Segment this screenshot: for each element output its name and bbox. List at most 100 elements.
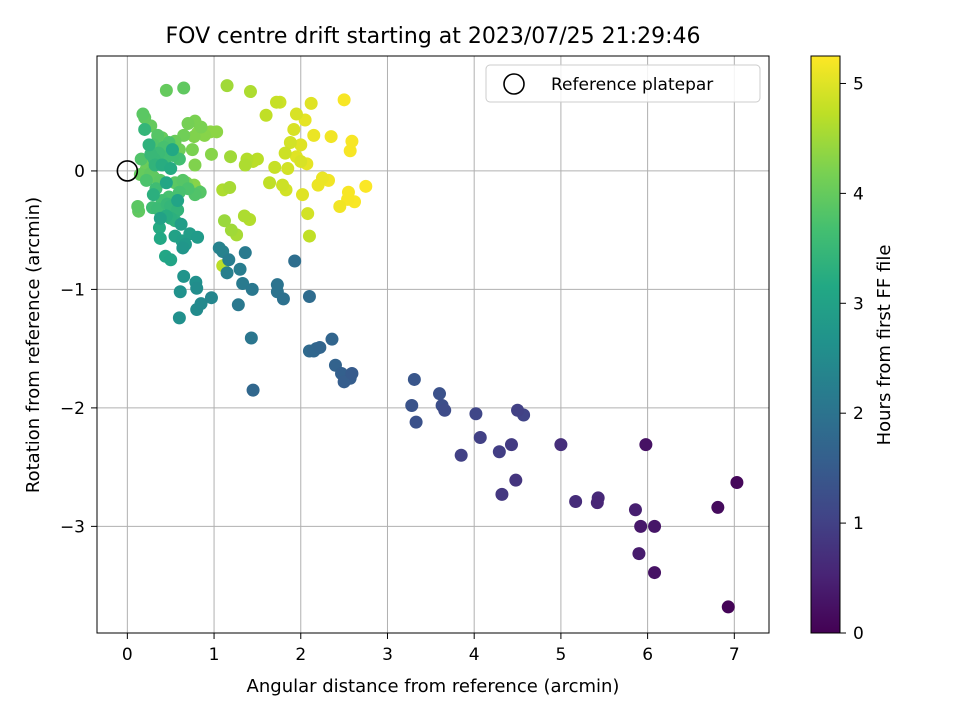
data-point <box>438 403 452 417</box>
x-tick-label: 7 <box>729 645 740 665</box>
colorbar-tick-label: 3 <box>853 294 864 314</box>
data-point <box>139 173 153 187</box>
data-point <box>250 152 264 166</box>
data-point <box>233 262 247 276</box>
grid <box>97 56 769 633</box>
data-point <box>231 298 245 312</box>
x-tick-label: 1 <box>209 645 220 665</box>
x-tick-label: 0 <box>122 645 133 665</box>
data-point <box>217 214 231 228</box>
data-point <box>177 81 191 95</box>
data-point <box>243 85 257 99</box>
data-point <box>711 500 725 514</box>
data-point <box>288 254 302 268</box>
data-point <box>345 134 359 148</box>
data-point <box>181 117 195 131</box>
data-point <box>177 269 191 283</box>
data-point <box>171 194 185 208</box>
data-point <box>276 292 290 306</box>
data-point <box>237 209 251 223</box>
plot-frame <box>96 55 770 634</box>
data-point <box>223 181 237 195</box>
data-point <box>220 79 234 93</box>
data-point <box>187 130 201 144</box>
data-point <box>131 199 145 213</box>
data-point <box>146 188 160 202</box>
data-point <box>194 120 208 134</box>
data-point <box>190 281 204 295</box>
data-point <box>246 383 260 397</box>
data-point <box>302 290 316 304</box>
colorbar-gradient <box>810 55 841 634</box>
data-point <box>324 130 338 144</box>
data-point <box>185 143 199 157</box>
data-point <box>634 519 648 533</box>
data-point <box>304 96 318 110</box>
x-tick-label: 2 <box>295 645 306 665</box>
data-point <box>287 122 301 136</box>
data-point <box>325 332 339 346</box>
data-point <box>220 266 234 280</box>
data-point <box>469 407 483 421</box>
data-point <box>176 241 190 255</box>
data-point <box>222 253 236 267</box>
data-point <box>495 487 509 501</box>
chart-title: FOV centre drift starting at 2023/07/25 … <box>166 24 701 49</box>
data-point <box>165 143 179 157</box>
colorbar-ticks: 0 1 2 3 4 5 <box>840 74 864 644</box>
data-point <box>289 107 303 121</box>
data-point <box>590 496 604 510</box>
data-point <box>632 547 646 561</box>
x-tick-label: 3 <box>382 645 393 665</box>
x-axis-label: Angular distance from reference (arcmin) <box>247 676 620 697</box>
data-point <box>238 246 252 260</box>
data-point <box>569 494 583 508</box>
data-point <box>244 331 258 345</box>
data-point <box>224 150 238 164</box>
x-tick-label: 6 <box>642 645 653 665</box>
y-axis-label: Rotation from reference (arcmin) <box>23 197 44 493</box>
data-point <box>648 566 662 580</box>
data-point <box>188 158 202 172</box>
y-tick-label: −3 <box>60 517 85 537</box>
data-point <box>236 276 250 290</box>
data-point <box>164 253 178 267</box>
legend-label: Reference platepar <box>551 75 713 95</box>
colorbar: 0 1 2 3 4 5 Hours from first FF file <box>810 55 895 644</box>
data-point <box>628 503 642 517</box>
legend-box <box>485 64 761 103</box>
colorbar-tick-label: 4 <box>853 184 864 204</box>
colorbar-tick-label: 1 <box>853 514 864 534</box>
data-point <box>212 241 226 255</box>
data-point <box>238 158 252 172</box>
data-points <box>131 79 744 614</box>
data-point <box>721 600 735 614</box>
data-point <box>296 188 310 202</box>
colorbar-label: Hours from first FF file <box>874 245 895 446</box>
data-point <box>194 297 208 311</box>
data-point <box>345 367 359 381</box>
data-point <box>405 399 419 413</box>
data-point <box>492 445 506 459</box>
data-point <box>473 431 487 445</box>
data-point <box>263 176 277 190</box>
data-point <box>159 176 173 190</box>
data-point <box>730 476 744 490</box>
data-point <box>454 448 468 462</box>
data-point <box>433 387 447 401</box>
data-point <box>294 138 308 152</box>
reference-platepar-marker <box>116 160 139 182</box>
data-point <box>302 229 316 243</box>
data-point <box>337 375 351 389</box>
data-point <box>153 211 167 225</box>
x-tick-label: 4 <box>469 645 480 665</box>
colorbar-tick-label: 5 <box>853 74 864 94</box>
legend-reference-marker <box>503 73 525 95</box>
y-tick-label: −1 <box>60 280 85 300</box>
x-axis: 0 1 2 3 4 5 6 7 <box>122 633 740 665</box>
data-point <box>294 154 308 168</box>
data-point <box>268 160 282 174</box>
data-point <box>504 438 518 452</box>
data-point <box>648 519 662 533</box>
